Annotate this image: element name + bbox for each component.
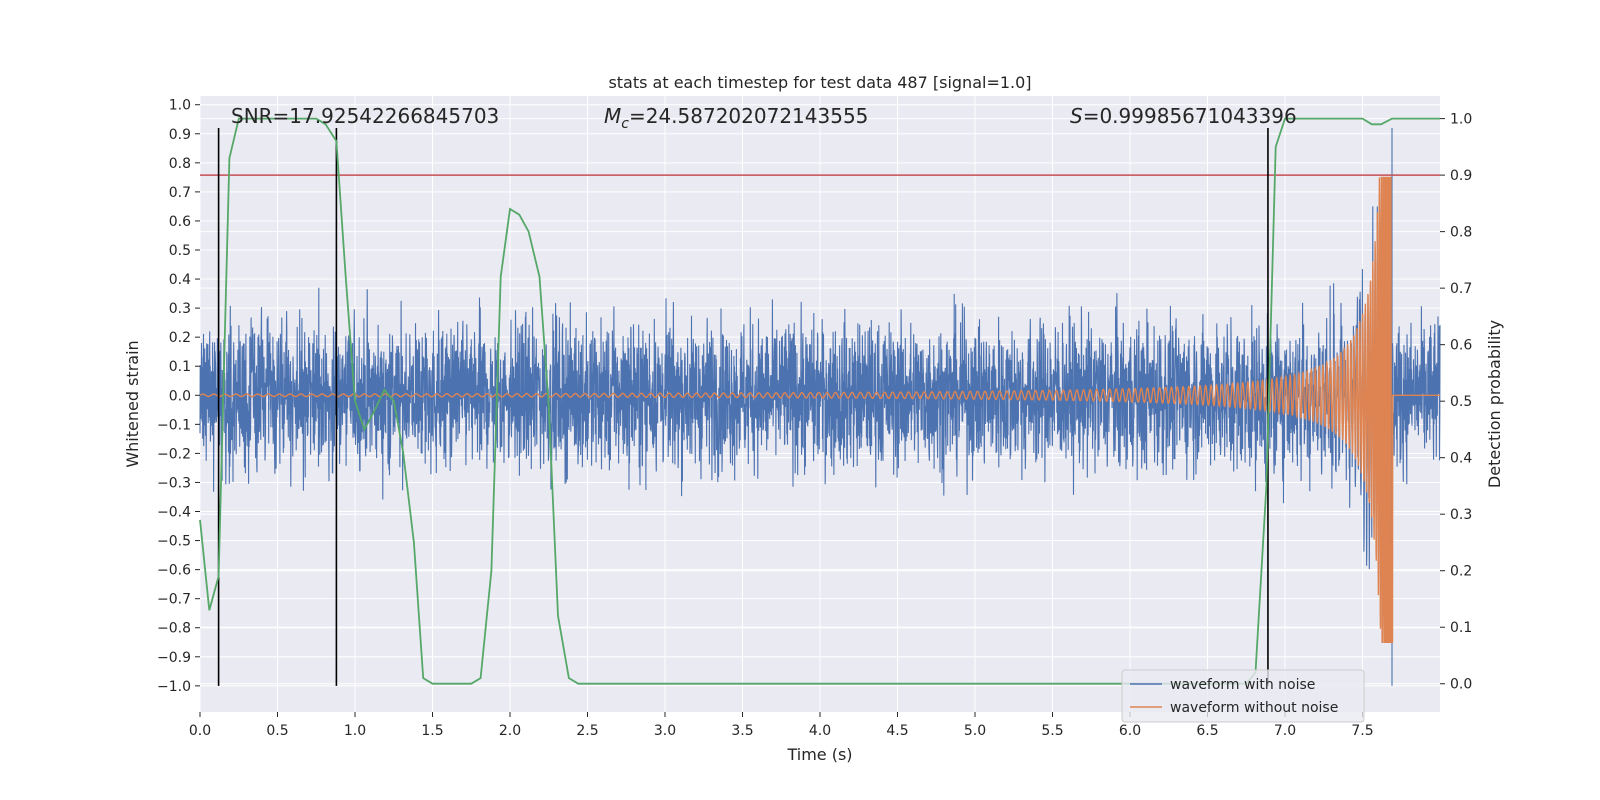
y-axis-label-right: Detection probability	[1485, 320, 1504, 488]
x-tick-label: 4.0	[809, 723, 831, 739]
y-tick-label-left: −0.4	[157, 505, 191, 521]
y-tick-label-left: 0.3	[169, 301, 191, 317]
y-tick-label-right: 0.0	[1450, 677, 1472, 693]
y-tick-label-right: 0.3	[1450, 507, 1472, 523]
y-tick-label-left: −0.5	[157, 534, 191, 550]
y-axis-label-left: Whitened strain	[123, 340, 142, 467]
y-tick-label-left: 0.6	[169, 214, 191, 230]
chirp-mass-value: =24.587202072143555	[629, 104, 868, 128]
y-tick-label-left: −0.6	[157, 563, 191, 579]
x-tick-label: 2.0	[499, 723, 521, 739]
s-annotation: S=0.99985671043396	[1070, 104, 1297, 128]
x-tick-label: 5.0	[964, 723, 986, 739]
y-tick-label-left: −0.2	[157, 446, 191, 462]
y-tick-label-left: 0.5	[169, 243, 191, 259]
y-tick-label-left: 0.2	[169, 330, 191, 346]
y-tick-label-left: −0.7	[157, 592, 191, 608]
x-tick-label: 4.5	[886, 723, 908, 739]
x-tick-label: 7.5	[1351, 723, 1373, 739]
x-tick-label: 7.0	[1274, 723, 1296, 739]
x-tick-label: 3.5	[731, 723, 753, 739]
x-tick-label: 2.5	[576, 723, 598, 739]
y-tick-label-right: 0.8	[1450, 225, 1472, 241]
y-tick-label-right: 0.5	[1450, 394, 1472, 410]
x-tick-label: 0.0	[189, 723, 211, 739]
x-tick-label: 5.5	[1041, 723, 1063, 739]
y-tick-label-left: 1.0	[169, 98, 191, 114]
chirp-mass-annotation: Mc=24.587202072143555	[604, 104, 868, 132]
y-tick-label-right: 0.4	[1450, 451, 1472, 467]
y-tick-label-left: 0.7	[169, 185, 191, 201]
legend-label-clean: waveform without noise	[1170, 700, 1338, 716]
y-tick-label-left: −0.3	[157, 475, 191, 491]
right-axis-ticks: 0.0 0.1 0.2 0.3 0.4 0.5 0.6 0.7 0.8 0.9 1.0	[1440, 112, 1472, 693]
clean-waveform-line	[199, 176, 1440, 643]
chirp-mass-subscript: c	[621, 116, 629, 132]
detection-probability-line	[199, 117, 1440, 685]
x-tick-label: 3.0	[654, 723, 676, 739]
y-tick-label-right: 1.0	[1450, 112, 1472, 128]
x-tick-label: 1.0	[344, 723, 366, 739]
x-tick-label: 0.5	[266, 723, 288, 739]
legend-box	[1121, 669, 1365, 723]
y-tick-label-right: 0.7	[1450, 281, 1472, 297]
y-tick-label-left: −0.9	[157, 650, 191, 666]
y-tick-label-right: 0.2	[1450, 564, 1472, 580]
y-tick-label-left: 0.4	[169, 272, 191, 288]
y-tick-label-left: −0.8	[157, 621, 191, 637]
y-tick-label-left: 0.1	[169, 359, 191, 375]
legend-label-noise: waveform with noise	[1170, 677, 1315, 693]
x-tick-label: 6.0	[1119, 723, 1141, 739]
y-tick-label-right: 0.6	[1450, 338, 1472, 354]
s-symbol: S	[1070, 104, 1083, 128]
chirp-mass-symbol: M	[604, 104, 621, 128]
legend: waveform with noise waveform without noi…	[1121, 669, 1365, 723]
s-value: =0.99985671043396	[1083, 104, 1297, 128]
y-tick-label-left: 0.8	[169, 156, 191, 172]
y-tick-label-left: −0.1	[157, 417, 191, 433]
y-tick-label-left: 0.9	[169, 127, 191, 143]
chart-title: stats at each timestep for test data 487…	[608, 73, 1031, 92]
y-tick-label-right: 0.9	[1450, 168, 1472, 184]
x-tick-label: 1.5	[421, 723, 443, 739]
left-axis-ticks: −1.0 −0.9 −0.8 −0.7 −0.6 −0.5 −0.4 −0.3 −0.2 −0.1…	[157, 98, 200, 695]
x-tick-label: 6.5	[1196, 723, 1218, 739]
data-layer	[199, 117, 1441, 686]
y-tick-label-right: 0.1	[1450, 620, 1472, 636]
x-axis-label: Time (s)	[786, 745, 852, 764]
y-tick-label-left: −1.0	[157, 679, 191, 695]
y-tick-label-left: 0.0	[169, 388, 191, 404]
snr-annotation: SNR=17.92542266845703	[231, 104, 499, 128]
